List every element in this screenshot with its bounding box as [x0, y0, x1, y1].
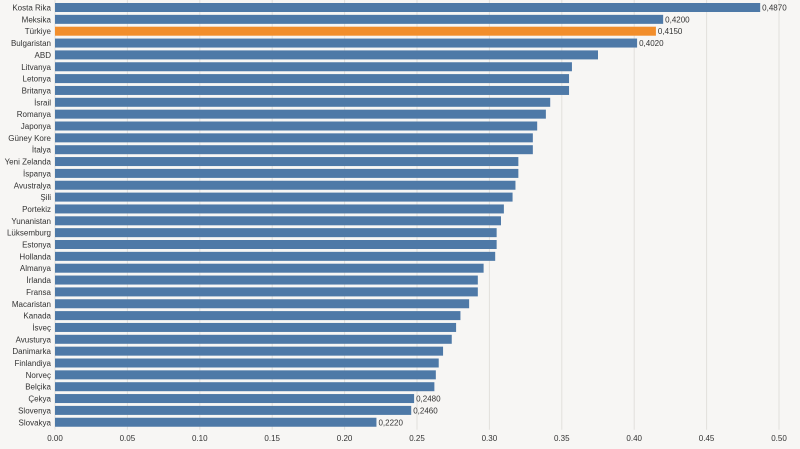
x-tick-label: 0.40	[626, 434, 642, 443]
data-label: 0,4020	[639, 39, 664, 48]
category-label: Belçika	[25, 383, 51, 392]
category-label: Kanada	[23, 312, 51, 321]
data-label: 0,2220	[378, 418, 403, 427]
category-label: Lüksemburg	[7, 229, 51, 238]
category-label: Yeni Zelanda	[5, 158, 52, 167]
bar	[55, 263, 484, 273]
category-label: Avustralya	[14, 181, 52, 190]
bar	[55, 192, 513, 202]
category-label: Japonya	[21, 122, 52, 131]
category-label: Avusturya	[16, 335, 52, 344]
bar	[55, 417, 377, 427]
bar	[55, 85, 570, 95]
category-label: Türkiye	[25, 27, 52, 36]
x-tick-label: 0.10	[192, 434, 208, 443]
category-label: Hollanda	[19, 252, 51, 261]
category-label: Danimarka	[12, 347, 51, 356]
data-label: 0,2480	[416, 395, 441, 404]
x-tick-label: 0.30	[482, 434, 498, 443]
category-label: Bulgaristan	[11, 39, 51, 48]
bar	[55, 204, 504, 214]
category-label: Güney Kore	[8, 134, 51, 143]
bar	[55, 121, 538, 131]
category-label: Slovenya	[18, 406, 51, 415]
bar	[55, 228, 497, 238]
x-tick-label: 0.00	[47, 434, 63, 443]
category-label: ABD	[35, 51, 52, 60]
bar	[55, 74, 570, 84]
category-label: Finlandiya	[15, 359, 52, 368]
category-labels: Kosta Rika Meksika Türkiye Bulgaristan ABD Li…	[5, 4, 52, 428]
bar	[55, 346, 444, 356]
category-label: Çekya	[28, 395, 51, 404]
x-axis-ticks: 0.00 0.05 0.10 0.15 0.20 0.25 0.30 0.35 0.40 0.45…	[47, 434, 787, 443]
category-label: İtalya	[32, 146, 52, 155]
bar	[55, 287, 478, 297]
x-tick-label: 0.35	[554, 434, 570, 443]
category-label: Britanya	[22, 86, 52, 95]
bar	[55, 358, 439, 368]
category-label: Almanya	[20, 264, 52, 273]
category-label: Kosta Rika	[12, 4, 51, 13]
category-label: Macaristan	[12, 300, 51, 309]
category-label: Portekiz	[22, 205, 51, 214]
bar	[55, 322, 457, 332]
category-label: İsrail	[34, 98, 51, 107]
bar	[55, 180, 516, 190]
bar	[55, 216, 501, 226]
category-label: Estonya	[22, 241, 51, 250]
data-label: 0,4870	[762, 4, 787, 13]
bar	[55, 50, 598, 60]
bar	[55, 382, 435, 392]
data-label: 0,4200	[665, 15, 690, 24]
bar	[55, 38, 638, 48]
bar	[55, 168, 519, 178]
bar	[55, 3, 761, 12]
bar	[55, 251, 496, 261]
bar	[55, 97, 551, 107]
bar	[55, 133, 533, 143]
bar	[55, 26, 656, 36]
x-tick-label: 0.15	[264, 434, 280, 443]
gridlines	[54, 0, 780, 430]
bar	[55, 14, 664, 24]
bar	[55, 62, 572, 72]
category-label: Meksika	[22, 15, 52, 24]
bar	[55, 311, 461, 321]
category-label: Litvanya	[21, 63, 51, 72]
category-label: İrlanda	[27, 276, 52, 285]
category-label: Norveç	[26, 371, 51, 380]
category-label: İspanya	[23, 169, 52, 178]
bars	[55, 3, 761, 427]
bar	[55, 145, 533, 155]
x-tick-label: 0.20	[337, 434, 353, 443]
x-tick-label: 0.45	[699, 434, 715, 443]
x-tick-label: 0.05	[120, 434, 136, 443]
bar	[55, 275, 478, 285]
value-labels: 0,4870 0,4200 0,4150 0,4020 0,2480 0,2460 0,22…	[378, 4, 787, 428]
bar	[55, 334, 452, 344]
bar	[55, 405, 412, 415]
bar	[55, 299, 470, 309]
x-tick-label: 0.50	[771, 434, 787, 443]
bar	[55, 240, 497, 249]
data-label: 0,2460	[413, 406, 438, 415]
category-label: Romanya	[17, 110, 52, 119]
category-label: Slovakya	[19, 418, 52, 427]
bar	[55, 109, 546, 119]
category-label: Fransa	[26, 288, 51, 297]
data-label: 0,4150	[658, 27, 683, 36]
category-label: Letonya	[23, 75, 52, 84]
x-tick-label: 0.25	[409, 434, 425, 443]
bar	[55, 394, 415, 404]
category-label: Yunanistan	[11, 217, 51, 226]
category-label: Şili	[40, 193, 51, 202]
bar	[55, 370, 436, 380]
category-label: İsveç	[32, 323, 51, 332]
bar	[55, 157, 519, 167]
